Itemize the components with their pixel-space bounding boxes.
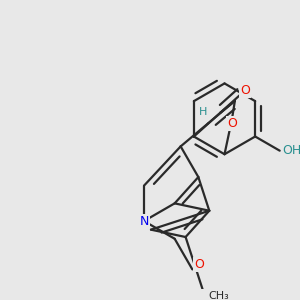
Text: CH₃: CH₃ [208,291,229,300]
Text: H: H [199,106,207,116]
Text: N: N [139,214,149,228]
Text: O: O [194,259,204,272]
Text: O: O [227,117,237,130]
Text: O: O [240,84,250,97]
Text: OH: OH [282,144,300,157]
